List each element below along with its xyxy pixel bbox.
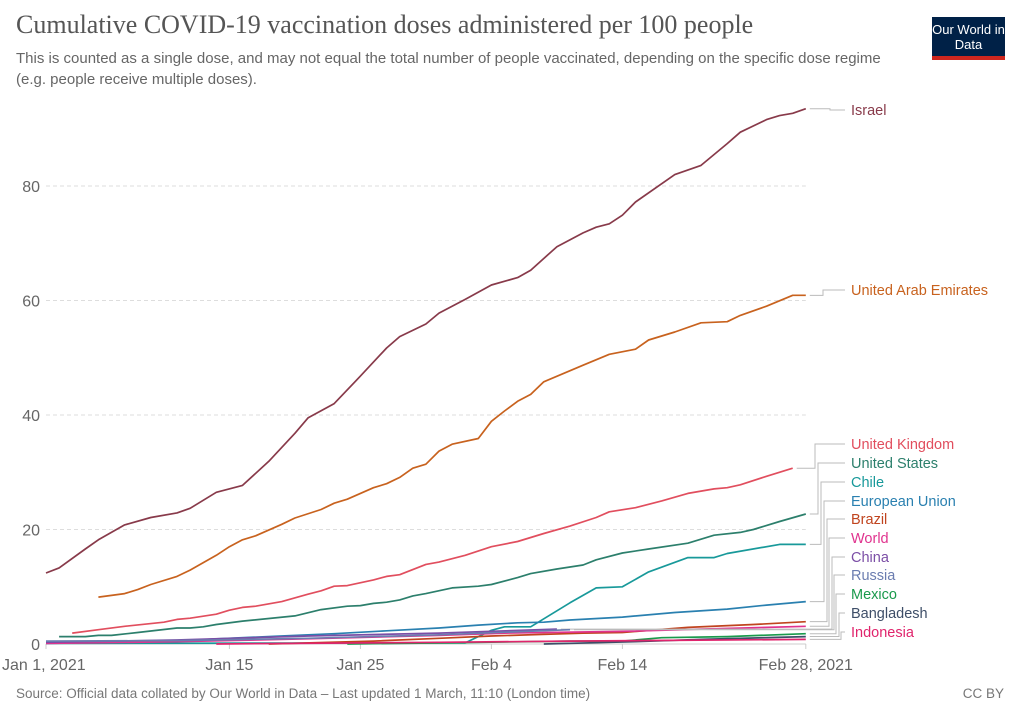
label-connector [560,556,845,630]
series-line-indonesia [216,638,806,645]
x-tick-label: Feb 4 [471,657,512,674]
series-line-brazil [268,620,806,645]
label-connector [809,518,845,623]
series-label: United Arab Emirates [851,283,988,299]
x-tick-label: Jan 1, 2021 [2,657,86,674]
y-tick-label: 80 [22,179,40,196]
license-link[interactable]: CC BY [962,686,1004,701]
label-connector [809,481,845,545]
logo-bar [932,56,1005,60]
series-label: United Kingdom [851,437,954,453]
series-label: World [851,531,889,547]
series-line-united-states [59,513,807,638]
series-line-united-arab-emirates [98,294,806,598]
series-label: Mexico [851,587,897,603]
label-connector [809,537,845,627]
label-connector [574,574,845,631]
label-connector [809,593,845,635]
series-label: Brazil [851,512,887,528]
series-label: Russia [851,568,896,584]
chart-title: Cumulative COVID-19 vaccination doses ad… [16,10,754,39]
series-label: United States [851,456,938,472]
series-line-chile [45,543,806,645]
label-connector [796,443,845,469]
y-tick-label: 60 [22,294,40,311]
y-tick-label: 40 [22,408,40,425]
series-label: Bangladesh [851,606,928,622]
series-label: Israel [851,103,886,119]
label-connector [809,108,845,111]
x-tick-label: Feb 28, 2021 [759,657,853,674]
source-note: Source: Official data collated by Our Wo… [16,686,591,701]
series-label: China [851,550,890,566]
label-connector [809,500,845,603]
series-label: Indonesia [851,625,915,641]
series-label: European Union [851,494,956,510]
series-line-russia [45,628,571,642]
x-tick-label: Feb 14 [597,657,647,674]
label-connector [809,631,845,640]
y-tick-label: 20 [22,523,40,540]
x-tick-label: Jan 25 [336,657,384,674]
label-connector [809,462,845,515]
chart-subtitle: This is counted as a single dose, and ma… [16,50,881,88]
x-tick-label: Jan 15 [205,657,253,674]
owid-logo[interactable]: Our World in Data [932,17,1005,60]
label-connector [809,289,845,296]
series-line-united-kingdom [72,467,793,634]
y-tick-label: 0 [31,637,40,654]
series-line-israel [45,107,807,574]
series-label: Chile [851,475,884,491]
label-connector [809,612,845,638]
logo-text: Our World in Data [932,22,1005,52]
